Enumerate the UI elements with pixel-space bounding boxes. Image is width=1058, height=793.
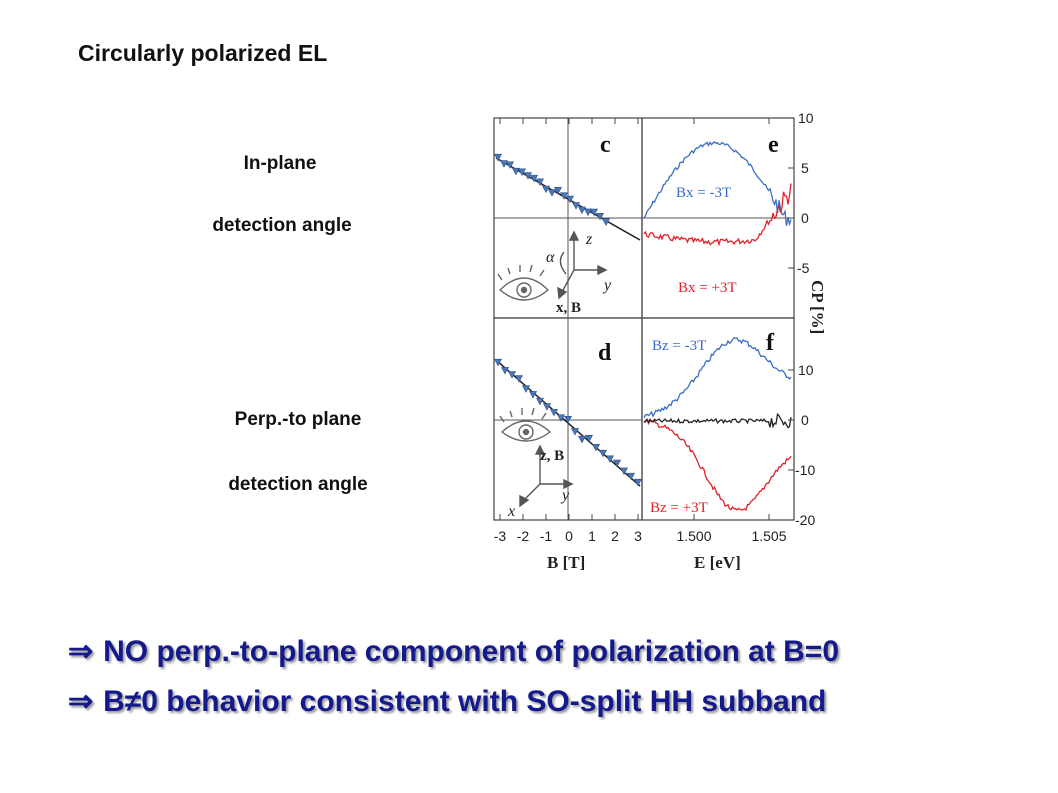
implies-arrow-icon: ⇒ xyxy=(68,685,94,718)
geom-top-y: y xyxy=(602,277,612,294)
data-marker xyxy=(511,167,521,176)
geom-top-z: z xyxy=(585,231,593,248)
panel-frame-bottom-right xyxy=(641,317,795,521)
data-marker xyxy=(619,467,629,476)
data-marker xyxy=(521,385,531,393)
data-marker xyxy=(535,397,545,406)
data-marker xyxy=(493,153,503,162)
data-marker xyxy=(598,449,608,458)
data-marker xyxy=(514,375,524,383)
x-axis-label-left: B [T] xyxy=(547,553,585,572)
data-marker xyxy=(626,472,636,481)
y-tick-bottom: -20 xyxy=(795,512,815,528)
data-marker xyxy=(529,174,539,183)
data-marker xyxy=(542,403,552,411)
data-marker xyxy=(605,455,615,463)
geom-bottom-x: x xyxy=(507,503,515,520)
geom-top-xB: x, B xyxy=(556,300,581,316)
perp-label-line1: Perp.-to plane xyxy=(234,409,362,430)
data-marker xyxy=(528,391,538,399)
data-marker xyxy=(535,178,545,187)
geom-bottom-y: y xyxy=(560,487,570,504)
bullet-2: ⇒ B≠0 behavior consistent with SO-split H… xyxy=(68,684,826,719)
curve-e-blue xyxy=(643,140,792,227)
y-axis-label-right: CP [%] xyxy=(808,280,827,334)
x-tick-left: 0 xyxy=(565,528,573,544)
slide-title: Circularly polarized EL xyxy=(78,40,328,66)
data-marker xyxy=(633,478,643,487)
x-tick-right: 1.500 xyxy=(676,528,711,544)
curve-f-red xyxy=(643,418,792,512)
axes-icon-top xyxy=(557,230,608,300)
data-marker xyxy=(549,408,559,417)
panel-letter-c: c xyxy=(600,132,611,158)
y-tick-bottom: 0 xyxy=(801,412,809,428)
data-marker xyxy=(565,195,575,204)
data-marker xyxy=(559,192,569,200)
y-tick-bottom: 10 xyxy=(798,362,814,378)
data-marker xyxy=(517,168,527,176)
y-tick-bottom: -10 xyxy=(795,462,815,478)
data-marker xyxy=(556,414,566,422)
geom-bottom-zB: z, B xyxy=(540,448,564,464)
eye-icon-bottom xyxy=(499,407,552,442)
data-marker xyxy=(583,208,593,217)
y-tick-top: 0 xyxy=(801,210,809,226)
geom-top-alpha: α xyxy=(546,249,555,266)
x-axis-label-right: E [eV] xyxy=(694,553,741,572)
data-marker xyxy=(577,206,587,215)
y-tick-top: 5 xyxy=(801,160,809,176)
data-marker xyxy=(595,212,605,221)
data-marker xyxy=(499,160,509,168)
inplane-label-line2: detection angle xyxy=(212,215,352,236)
x-tick-left: -2 xyxy=(517,528,530,544)
curve-e-red xyxy=(643,183,792,247)
legend-e-red: Bx = +3T xyxy=(678,280,737,296)
data-marker xyxy=(612,459,622,468)
data-marker xyxy=(500,367,510,375)
data-marker xyxy=(547,189,557,197)
implies-arrow-icon: ⇒ xyxy=(68,635,94,668)
data-marker xyxy=(570,428,580,436)
legend-f-blue: Bz = -3T xyxy=(652,338,706,354)
bullet-2-text: B≠0 behavior consistent with SO-split HH… xyxy=(103,685,827,718)
curve-f-black xyxy=(643,412,792,429)
curve-f-blue xyxy=(643,336,792,419)
data-marker xyxy=(591,443,601,452)
y-tick-top: 10 xyxy=(798,110,814,126)
inplane-label-line1: In-plane xyxy=(243,153,317,174)
data-marker xyxy=(563,416,573,424)
x-tick-left: 1 xyxy=(588,528,596,544)
panel-letter-f: f xyxy=(766,330,775,356)
panel-letter-d: d xyxy=(598,340,612,366)
data-marker xyxy=(553,187,563,195)
x-tick-right: 1.505 xyxy=(751,528,786,544)
bullet-1: ⇒ NO perp.-to-plane component of polariza… xyxy=(68,634,839,669)
legend-f-red: Bz = +3T xyxy=(650,500,708,516)
x-tick-left: 3 xyxy=(634,528,642,544)
data-marker xyxy=(571,202,581,210)
data-marker xyxy=(601,218,611,226)
x-tick-left: 2 xyxy=(611,528,619,544)
data-marker xyxy=(505,161,515,169)
data-marker xyxy=(577,435,587,444)
data-marker xyxy=(584,434,594,443)
x-tick-left: -3 xyxy=(494,528,507,544)
axes-icon-bottom xyxy=(519,444,574,508)
legend-e-blue: Bx = -3T xyxy=(676,185,731,201)
data-marker xyxy=(507,371,517,379)
x-tick-left: -1 xyxy=(540,528,553,544)
eye-icon-top xyxy=(497,264,550,301)
data-marker xyxy=(541,185,551,194)
y-tick-top: -5 xyxy=(797,260,810,276)
data-marker xyxy=(589,208,599,217)
data-marker xyxy=(493,358,503,367)
panel-letter-e: e xyxy=(768,132,779,158)
data-marker xyxy=(523,172,533,180)
perp-label-line2: detection angle xyxy=(228,474,368,495)
bullet-1-text: NO perp.-to-plane component of polarizat… xyxy=(103,635,840,668)
